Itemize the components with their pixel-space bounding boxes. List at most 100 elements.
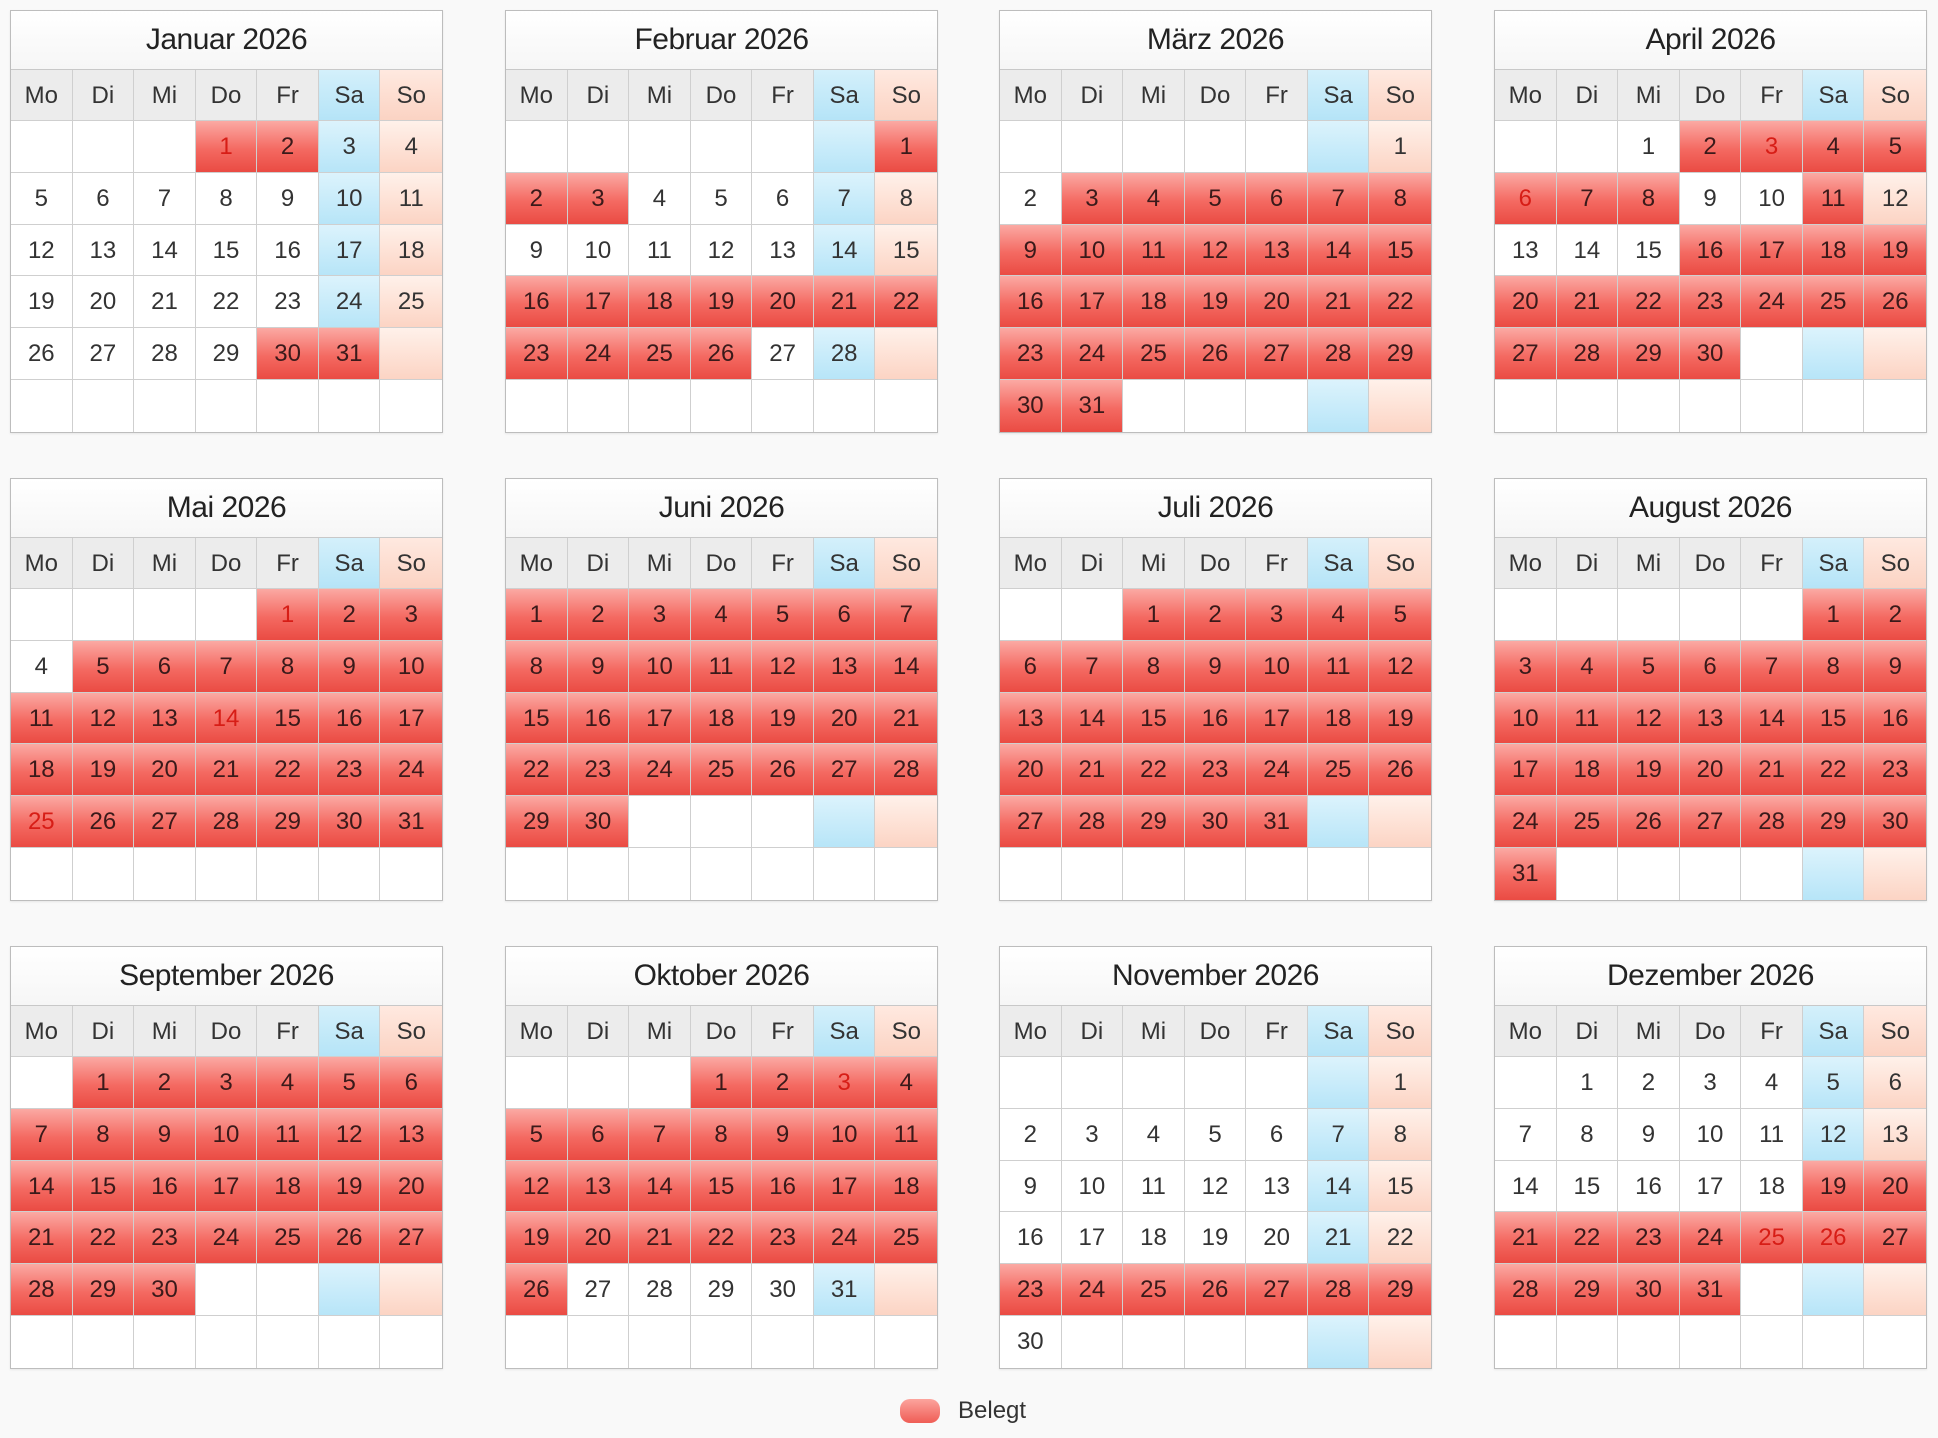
- day-cell-booked[interactable]: 22: [690, 1212, 753, 1265]
- day-cell-booked[interactable]: 28: [1061, 796, 1124, 848]
- day-cell-booked[interactable]: 30: [1184, 796, 1247, 848]
- day-cell-booked[interactable]: 26: [1184, 1264, 1247, 1316]
- day-cell-booked[interactable]: 2: [506, 172, 568, 225]
- day-cell-booked[interactable]: 17: [567, 276, 630, 329]
- day-cell-booked[interactable]: 28: [11, 1264, 73, 1316]
- day-cell[interactable]: 21: [1307, 1212, 1370, 1265]
- day-cell-booked[interactable]: 14: [1307, 224, 1370, 277]
- day-cell[interactable]: 13: [1495, 224, 1557, 277]
- day-cell-booked[interactable]: 16: [752, 1160, 814, 1213]
- day-cell-booked[interactable]: 31: [1679, 1264, 1742, 1316]
- day-cell-booked[interactable]: 20: [1679, 744, 1742, 797]
- day-cell-booked[interactable]: 21: [1741, 744, 1803, 797]
- day-cell[interactable]: 6: [1246, 1108, 1308, 1161]
- day-cell[interactable]: 6: [752, 172, 814, 225]
- day-cell-booked[interactable]: 2: [318, 589, 381, 641]
- day-cell-booked[interactable]: 2: [752, 1057, 814, 1109]
- day-cell-booked[interactable]: 13: [134, 692, 196, 745]
- day-cell[interactable]: 15: [195, 224, 258, 277]
- day-cell-booked[interactable]: 22: [1618, 276, 1680, 329]
- day-cell-booked[interactable]: 20: [1000, 744, 1062, 797]
- day-cell[interactable]: 7: [1495, 1108, 1557, 1161]
- day-cell[interactable]: 7: [134, 172, 196, 225]
- day-cell-booked[interactable]: 15: [1369, 224, 1432, 277]
- day-cell-booked[interactable]: 31: [318, 328, 381, 380]
- day-cell-booked[interactable]: 24: [380, 744, 443, 797]
- day-cell[interactable]: 14: [813, 224, 876, 277]
- day-cell[interactable]: 6: [72, 172, 135, 225]
- day-cell[interactable]: 14: [134, 224, 196, 277]
- day-cell[interactable]: 16: [257, 224, 319, 277]
- day-cell-booked[interactable]: 28: [1307, 1264, 1370, 1316]
- day-cell-booked[interactable]: 26: [1618, 796, 1680, 848]
- day-cell-booked[interactable]: 4: [1802, 121, 1865, 173]
- day-cell-booked[interactable]: 7: [1741, 640, 1803, 693]
- day-cell-booked[interactable]: 27: [380, 1212, 443, 1265]
- day-cell[interactable]: 9: [1000, 1160, 1062, 1213]
- day-cell[interactable]: 20: [72, 276, 135, 329]
- day-cell-booked[interactable]: 25: [1556, 796, 1619, 848]
- day-cell[interactable]: 31: [813, 1264, 876, 1316]
- day-cell[interactable]: 1: [1369, 1057, 1432, 1109]
- day-cell[interactable]: 4: [11, 640, 73, 693]
- day-cell-booked[interactable]: 19: [72, 744, 135, 797]
- day-cell-booked[interactable]: 2: [257, 121, 319, 173]
- day-cell-booked[interactable]: 3: [567, 172, 630, 225]
- day-cell-booked[interactable]: 19: [1802, 1160, 1865, 1213]
- day-cell[interactable]: 10: [567, 224, 630, 277]
- day-cell-booked[interactable]: 1: [195, 121, 258, 173]
- day-cell-booked[interactable]: 30: [1679, 328, 1742, 380]
- day-cell-booked[interactable]: 26: [1184, 328, 1247, 380]
- day-cell-booked[interactable]: 21: [875, 692, 938, 745]
- day-cell-booked[interactable]: 18: [11, 744, 73, 797]
- day-cell-booked[interactable]: 28: [1741, 796, 1803, 848]
- day-cell-booked[interactable]: 9: [1864, 640, 1927, 693]
- day-cell-booked[interactable]: 23: [134, 1212, 196, 1265]
- day-cell[interactable]: 2: [1618, 1057, 1680, 1109]
- day-cell-booked[interactable]: 27: [134, 796, 196, 848]
- day-cell-booked[interactable]: 21: [11, 1212, 73, 1265]
- day-cell-booked[interactable]: 4: [1307, 589, 1370, 641]
- day-cell[interactable]: 1: [1556, 1057, 1619, 1109]
- day-cell-booked[interactable]: 21: [1307, 276, 1370, 329]
- day-cell[interactable]: 12: [1864, 172, 1927, 225]
- day-cell-booked[interactable]: 29: [506, 796, 568, 848]
- day-cell[interactable]: 17: [1061, 1212, 1124, 1265]
- day-cell-booked[interactable]: 29: [1556, 1264, 1619, 1316]
- day-cell-booked[interactable]: 19: [752, 692, 814, 745]
- day-cell-booked[interactable]: 24: [1246, 744, 1308, 797]
- day-cell[interactable]: 27: [72, 328, 135, 380]
- day-cell-booked[interactable]: 10: [1495, 692, 1557, 745]
- day-cell-booked[interactable]: 6: [380, 1057, 443, 1109]
- day-cell-booked[interactable]: 14: [195, 692, 258, 745]
- day-cell-booked[interactable]: 30: [134, 1264, 196, 1316]
- day-cell-booked[interactable]: 19: [690, 276, 753, 329]
- day-cell-booked[interactable]: 14: [629, 1160, 691, 1213]
- day-cell-booked[interactable]: 17: [195, 1160, 258, 1213]
- day-cell-booked[interactable]: 16: [1864, 692, 1927, 745]
- day-cell-booked[interactable]: 23: [1679, 276, 1742, 329]
- day-cell[interactable]: 7: [813, 172, 876, 225]
- day-cell-booked[interactable]: 11: [11, 692, 73, 745]
- day-cell-booked[interactable]: 18: [1556, 744, 1619, 797]
- day-cell-booked[interactable]: 18: [257, 1160, 319, 1213]
- day-cell-booked[interactable]: 5: [752, 589, 814, 641]
- day-cell-booked[interactable]: 21: [1556, 276, 1619, 329]
- day-cell[interactable]: 18: [1741, 1160, 1803, 1213]
- day-cell-booked[interactable]: 2: [1184, 589, 1247, 641]
- day-cell-booked[interactable]: 5: [506, 1108, 568, 1161]
- day-cell-booked[interactable]: 5: [1369, 589, 1432, 641]
- day-cell-booked[interactable]: 1: [72, 1057, 135, 1109]
- day-cell[interactable]: 12: [1184, 1160, 1247, 1213]
- day-cell-booked[interactable]: 18: [690, 692, 753, 745]
- day-cell-booked[interactable]: 28: [1307, 328, 1370, 380]
- day-cell-booked[interactable]: 26: [752, 744, 814, 797]
- day-cell[interactable]: 14: [1307, 1160, 1370, 1213]
- day-cell-booked[interactable]: 19: [1184, 276, 1247, 329]
- day-cell-booked[interactable]: 18: [875, 1160, 938, 1213]
- day-cell-booked[interactable]: 13: [380, 1108, 443, 1161]
- day-cell-booked[interactable]: 28: [195, 796, 258, 848]
- day-cell-booked[interactable]: 8: [1618, 172, 1680, 225]
- day-cell-booked[interactable]: 4: [1556, 640, 1619, 693]
- day-cell-booked[interactable]: 22: [506, 744, 568, 797]
